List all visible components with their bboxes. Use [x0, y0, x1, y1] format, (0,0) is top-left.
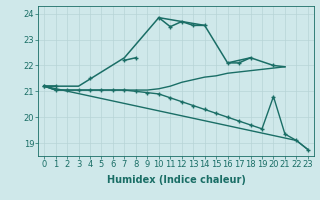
- X-axis label: Humidex (Indice chaleur): Humidex (Indice chaleur): [107, 175, 245, 185]
